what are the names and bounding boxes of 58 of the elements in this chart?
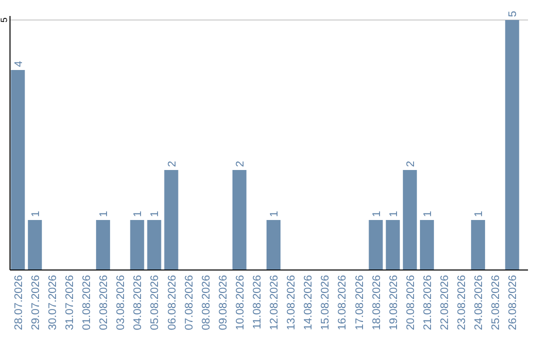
- x-tick-label: 08.08.2026: [200, 275, 212, 330]
- x-tick-label: 15.08.2026: [320, 275, 332, 330]
- data-label: 4: [12, 60, 25, 67]
- bar: [164, 170, 178, 270]
- data-label: 1: [268, 210, 281, 217]
- x-tick-label: 22.08.2026: [438, 275, 451, 330]
- x-tick-label: 14.08.2026: [302, 275, 315, 330]
- data-label: 1: [30, 210, 42, 217]
- x-tick-label: 09.08.2026: [217, 275, 230, 330]
- bar: [96, 220, 110, 270]
- x-tick-label: 10.08.2026: [234, 275, 246, 330]
- bar: [232, 170, 246, 270]
- data-label: 1: [370, 210, 383, 217]
- x-tick-label: 28.07.2026: [12, 275, 25, 330]
- bar: [386, 220, 400, 270]
- data-label: 2: [166, 160, 178, 167]
- x-tick-label: 30.07.2026: [46, 275, 59, 330]
- data-label: 2: [404, 160, 417, 167]
- bar: [28, 220, 42, 270]
- x-tick-label: 07.08.2026: [183, 275, 196, 330]
- x-tick-label: 19.08.2026: [388, 275, 400, 330]
- x-tick-label: 02.08.2026: [98, 275, 110, 330]
- x-tick-label: 17.08.2026: [354, 275, 366, 330]
- x-tick-label: 29.07.2026: [30, 275, 42, 330]
- x-tick-label: 21.08.2026: [422, 275, 434, 330]
- x-tick-label: 13.08.2026: [286, 275, 298, 330]
- bar: [402, 170, 417, 270]
- x-tick-label: 20.08.2026: [404, 275, 417, 330]
- data-label: 1: [132, 210, 144, 217]
- data-label: 1: [149, 210, 162, 217]
- data-label: 5: [507, 10, 520, 17]
- data-label: 1: [422, 210, 434, 217]
- bar: [130, 220, 144, 270]
- x-tick-label: 12.08.2026: [268, 275, 281, 330]
- bar: [420, 220, 434, 270]
- bar: [266, 220, 281, 270]
- x-tick-label: 03.08.2026: [115, 275, 128, 330]
- x-tick-label: 25.08.2026: [490, 275, 502, 330]
- x-tick-label: 01.08.2026: [81, 275, 94, 330]
- bar: [10, 70, 25, 270]
- x-tick-label: 11.08.2026: [251, 275, 264, 330]
- data-label: 1: [98, 210, 110, 217]
- x-tick-label: 24.08.2026: [473, 275, 486, 330]
- bar: [147, 220, 162, 270]
- x-tick-label: 06.08.2026: [166, 275, 178, 330]
- data-label: 1: [473, 210, 486, 217]
- x-tick-label: 23.08.2026: [456, 275, 468, 330]
- x-tick-label: 18.08.2026: [370, 275, 383, 330]
- data-label: 1: [388, 210, 400, 217]
- x-tick-label: 05.08.2026: [149, 275, 162, 330]
- bar: [505, 20, 520, 270]
- x-tick-label: 04.08.2026: [132, 275, 144, 330]
- x-tick-label: 16.08.2026: [336, 275, 349, 330]
- data-label: 2: [234, 160, 246, 167]
- bar: [471, 220, 486, 270]
- x-tick-label: 31.07.2026: [64, 275, 76, 330]
- bar: [368, 220, 383, 270]
- x-tick-label: 26.08.2026: [507, 275, 520, 330]
